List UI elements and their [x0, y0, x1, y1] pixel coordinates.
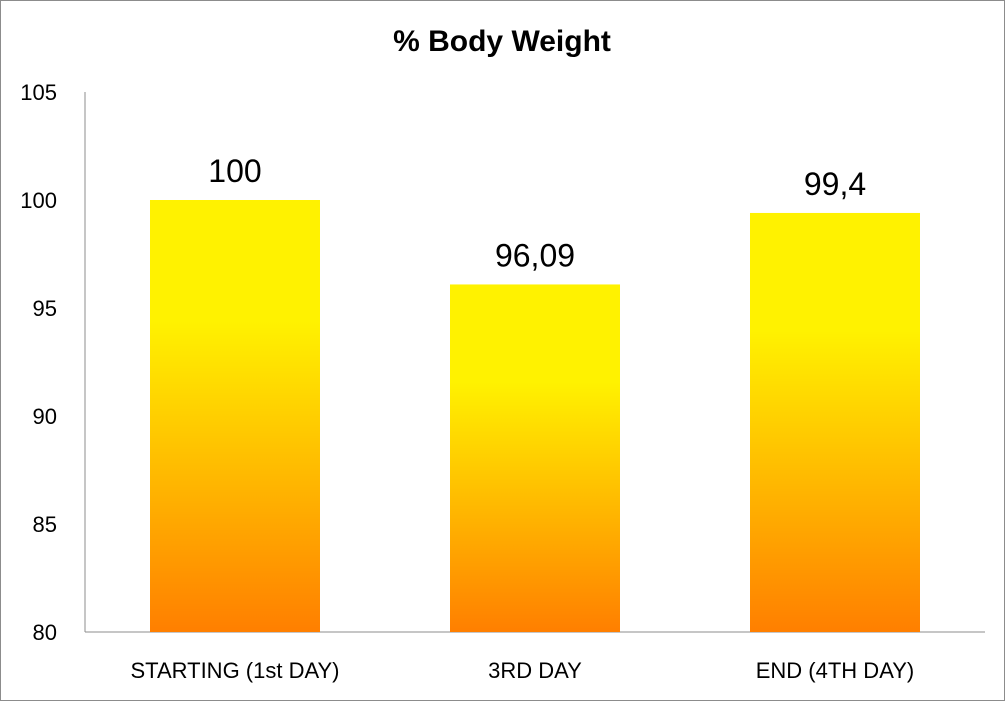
data-label: 100 [208, 153, 261, 189]
chart-title: % Body Weight [393, 25, 611, 58]
bars [150, 200, 920, 632]
data-label: 99,4 [804, 166, 866, 202]
y-tick-label: 105 [20, 80, 57, 105]
y-tick-labels: 80 85 90 95 100 105 [20, 80, 57, 645]
data-labels: 100 96,09 99,4 [208, 153, 866, 273]
bar [750, 212, 920, 632]
y-tick-label: 85 [33, 512, 57, 537]
y-tick-label: 95 [33, 296, 57, 321]
x-tick-label: 3RD DAY [488, 658, 582, 683]
x-tick-labels: STARTING (1st DAY) 3RD DAY END (4TH DAY) [130, 658, 914, 683]
data-label: 96,09 [495, 237, 575, 273]
y-tick-label: 100 [20, 188, 57, 213]
x-tick-label: END (4TH DAY) [756, 658, 915, 683]
x-tick-label: STARTING (1st DAY) [130, 658, 339, 683]
y-tick-label: 80 [33, 620, 57, 645]
bar [450, 284, 620, 632]
y-tick-label: 90 [33, 404, 57, 429]
bar [150, 200, 320, 632]
